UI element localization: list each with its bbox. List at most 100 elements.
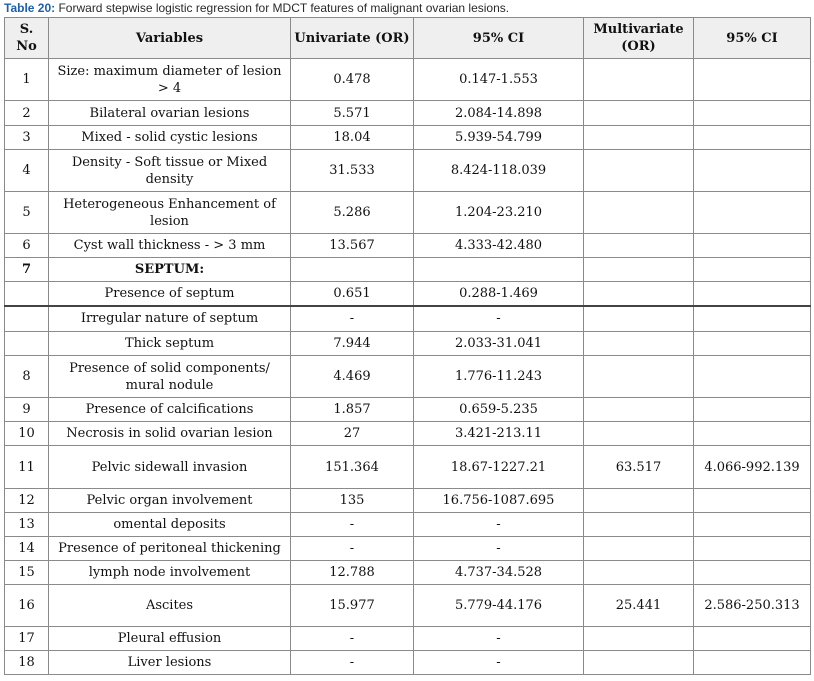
cell-univariate: 15.977 xyxy=(290,584,414,627)
cell-variable: Thick septum xyxy=(48,331,291,356)
cell-ci-multivariate xyxy=(693,149,811,192)
cell-sno: 15 xyxy=(4,560,49,585)
cell-ci-multivariate xyxy=(693,125,811,150)
cell-multivariate xyxy=(583,149,694,192)
header-variables: Variables xyxy=(48,17,291,59)
cell-variable: Mixed - solid cystic lesions xyxy=(48,125,291,150)
header-ci-multivariate: 95% CI xyxy=(693,17,811,59)
table-row: 3 Mixed - solid cystic lesions 18.04 5.9… xyxy=(4,125,811,150)
cell-multivariate xyxy=(583,488,694,513)
cell-variable: Pelvic sidewall invasion xyxy=(48,445,291,489)
cell-ci-multivariate: 2.586-250.313 xyxy=(693,584,811,627)
cell-variable: Bilateral ovarian lesions xyxy=(48,100,291,126)
cell-ci-multivariate xyxy=(693,100,811,126)
cell-ci-multivariate xyxy=(693,233,811,258)
cell-multivariate xyxy=(583,397,694,422)
cell-ci-univariate: 4.333-42.480 xyxy=(413,233,584,258)
cell-sno xyxy=(4,331,49,356)
cell-univariate: 135 xyxy=(290,488,414,513)
cell-multivariate xyxy=(583,233,694,258)
cell-variable: Pelvic organ involvement xyxy=(48,488,291,513)
cell-ci-univariate: - xyxy=(413,650,584,675)
cell-ci-univariate: 18.67-1227.21 xyxy=(413,445,584,489)
cell-ci-univariate: 2.084-14.898 xyxy=(413,100,584,126)
table-row: 5 Heterogeneous Enhancement of lesion 5.… xyxy=(4,191,811,234)
cell-ci-multivariate xyxy=(693,512,811,537)
cell-variable: SEPTUM: xyxy=(48,257,291,282)
table-row: 8 Presence of solid components/ mural no… xyxy=(4,355,811,398)
cell-sno: 16 xyxy=(4,584,49,627)
cell-ci-multivariate xyxy=(693,650,811,675)
cell-ci-multivariate xyxy=(693,304,811,332)
cell-ci-multivariate xyxy=(693,191,811,234)
cell-ci-univariate: 0.659-5.235 xyxy=(413,397,584,422)
cell-ci-multivariate xyxy=(693,281,811,306)
table-row: Presence of septum 0.651 0.288-1.469 xyxy=(4,281,811,306)
cell-sno: 11 xyxy=(4,445,49,489)
cell-ci-univariate: 5.779-44.176 xyxy=(413,584,584,627)
cell-multivariate xyxy=(583,331,694,356)
cell-variable: Presence of calcifications xyxy=(48,397,291,422)
cell-multivariate: 25.441 xyxy=(583,584,694,627)
cell-sno: 2 xyxy=(4,100,49,126)
cell-ci-univariate: 4.737-34.528 xyxy=(413,560,584,585)
cell-univariate: - xyxy=(290,626,414,651)
cell-univariate: 18.04 xyxy=(290,125,414,150)
cell-sno: 5 xyxy=(4,191,49,234)
cell-multivariate xyxy=(583,560,694,585)
cell-ci-univariate: 2.033-31.041 xyxy=(413,331,584,356)
cell-univariate: - xyxy=(290,536,414,561)
cell-sno: 4 xyxy=(4,149,49,192)
cell-multivariate xyxy=(583,421,694,446)
cell-variable: lymph node involvement xyxy=(48,560,291,585)
cell-univariate: 27 xyxy=(290,421,414,446)
cell-sno xyxy=(4,281,49,306)
cell-multivariate xyxy=(583,626,694,651)
cell-sno: 8 xyxy=(4,355,49,398)
cell-sno: 14 xyxy=(4,536,49,561)
cell-univariate: 7.944 xyxy=(290,331,414,356)
cell-ci-multivariate xyxy=(693,421,811,446)
cell-ci-univariate: - xyxy=(413,626,584,651)
cell-univariate: 0.651 xyxy=(290,281,414,306)
cell-multivariate xyxy=(583,355,694,398)
cell-ci-multivariate xyxy=(693,488,811,513)
cell-sno: 3 xyxy=(4,125,49,150)
cell-sno: 7 xyxy=(4,257,49,282)
cell-ci-univariate: - xyxy=(413,512,584,537)
table-row: 12 Pelvic organ involvement 135 16.756-1… xyxy=(4,488,811,513)
cell-multivariate xyxy=(583,536,694,561)
header-ci-univariate: 95% CI xyxy=(413,17,584,59)
cell-ci-multivariate xyxy=(693,397,811,422)
cell-multivariate xyxy=(583,281,694,306)
cell-ci-univariate: - xyxy=(413,304,584,332)
cell-multivariate xyxy=(583,58,694,101)
cell-variable: Pleural effusion xyxy=(48,626,291,651)
cell-sno: 6 xyxy=(4,233,49,258)
table-row: 16 Ascites 15.977 5.779-44.176 25.441 2.… xyxy=(4,584,811,627)
table-caption-label: Table 20: xyxy=(4,1,56,15)
cell-sno: 18 xyxy=(4,650,49,675)
cell-univariate: - xyxy=(290,304,414,332)
cell-univariate: - xyxy=(290,650,414,675)
cell-multivariate: 63.517 xyxy=(583,445,694,489)
cell-ci-multivariate xyxy=(693,58,811,101)
cell-ci-univariate xyxy=(413,257,584,282)
cell-variable: omental deposits xyxy=(48,512,291,537)
table-row: 6 Cyst wall thickness - > 3 mm 13.567 4.… xyxy=(4,233,811,258)
cell-multivariate xyxy=(583,191,694,234)
cell-variable: Heterogeneous Enhancement of lesion xyxy=(48,191,291,234)
cell-multivariate xyxy=(583,304,694,332)
cell-ci-multivariate xyxy=(693,536,811,561)
cell-sno xyxy=(4,304,49,332)
cell-sno: 17 xyxy=(4,626,49,651)
cell-univariate: 5.571 xyxy=(290,100,414,126)
cell-variable: Irregular nature of septum xyxy=(48,304,291,332)
header-univariate: Univariate (OR) xyxy=(290,17,414,59)
cell-variable: Cyst wall thickness - > 3 mm xyxy=(48,233,291,258)
cell-variable: Density - Soft tissue or Mixed density xyxy=(48,149,291,192)
cell-ci-multivariate: 4.066-992.139 xyxy=(693,445,811,489)
table-row: 15 lymph node involvement 12.788 4.737-3… xyxy=(4,560,811,585)
cell-multivariate xyxy=(583,257,694,282)
table-row: 10 Necrosis in solid ovarian lesion 27 3… xyxy=(4,421,811,446)
